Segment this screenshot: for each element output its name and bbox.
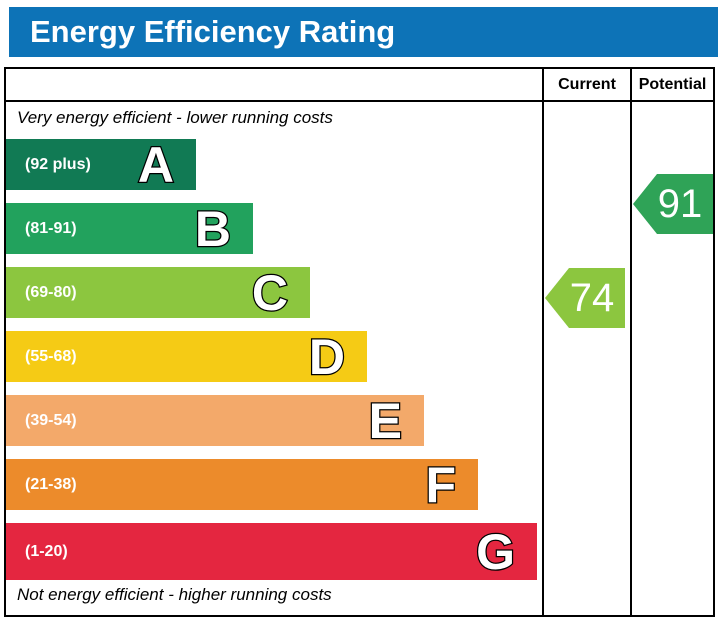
column-header-potential: Potential — [638, 75, 707, 93]
band-g: (1-20) G — [6, 523, 537, 580]
band-c-letter: C — [251, 264, 290, 321]
band-d: (55-68) D — [6, 328, 367, 385]
band-a: (92 plus) A — [6, 136, 196, 193]
band-a-letter: A — [137, 136, 176, 193]
band-e: (39-54) E — [6, 392, 424, 449]
band-e-range-label: (39-54) — [25, 411, 77, 429]
band-g-range-label: (1-20) — [25, 542, 68, 560]
potential-column-divider — [630, 69, 632, 615]
band-c: (69-80) C — [6, 264, 310, 321]
band-b-letter: B — [194, 200, 233, 257]
band-f-letter: F — [424, 456, 457, 513]
energy-rating-table: Current Potential Very energy efficient … — [4, 67, 715, 617]
bottom-caption: Not energy efficient - higher running co… — [17, 585, 332, 604]
top-caption: Very energy efficient - lower running co… — [17, 108, 333, 127]
band-d-letter: D — [308, 328, 347, 385]
band-f: (21-38) F — [6, 456, 478, 513]
band-g-letter: G — [475, 523, 516, 580]
band-e-letter: E — [367, 392, 403, 449]
band-f-range-label: (21-38) — [25, 475, 77, 493]
header-divider-line — [6, 100, 713, 102]
band-c-range-label: (69-80) — [25, 283, 77, 301]
current-rating-arrow: 74 — [545, 268, 625, 328]
current-column-divider — [542, 69, 544, 615]
column-header-current: Current — [558, 75, 616, 93]
title-bar: Energy Efficiency Rating — [9, 7, 718, 57]
page-title: Energy Efficiency Rating — [30, 14, 396, 49]
band-b: (81-91) B — [6, 200, 253, 257]
band-d-range-label: (55-68) — [25, 347, 77, 365]
band-a-range-label: (92 plus) — [25, 155, 91, 173]
potential-rating-arrow: 91 — [633, 174, 713, 234]
band-b-range-label: (81-91) — [25, 219, 77, 237]
